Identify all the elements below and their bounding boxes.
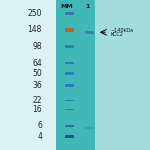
Text: 148: 148: [28, 26, 42, 34]
Text: ~140kDa: ~140kDa: [110, 27, 133, 33]
Bar: [64, 84, 74, 87]
Bar: [64, 135, 74, 138]
Bar: [64, 72, 74, 75]
Bar: [94, 0, 150, 150]
Bar: [64, 62, 74, 64]
Text: 6: 6: [37, 122, 42, 130]
Bar: [64, 28, 74, 32]
Bar: [64, 45, 74, 48]
Text: 36: 36: [32, 81, 42, 90]
Text: 250: 250: [27, 9, 42, 18]
Text: 16: 16: [32, 105, 42, 114]
Bar: [64, 100, 74, 101]
Text: 98: 98: [32, 42, 42, 51]
Bar: [64, 109, 74, 110]
Text: 50: 50: [32, 69, 42, 78]
Text: MM: MM: [60, 4, 73, 9]
Bar: [85, 127, 94, 129]
Text: 1: 1: [85, 4, 90, 9]
Bar: [85, 31, 94, 34]
Text: 4: 4: [37, 132, 42, 141]
Text: 64: 64: [32, 58, 42, 68]
Bar: [64, 12, 74, 15]
Bar: [56, 0, 150, 150]
Bar: [0, 0, 56, 150]
Text: KCC2: KCC2: [110, 32, 123, 37]
Text: 22: 22: [33, 96, 42, 105]
Bar: [64, 125, 74, 127]
